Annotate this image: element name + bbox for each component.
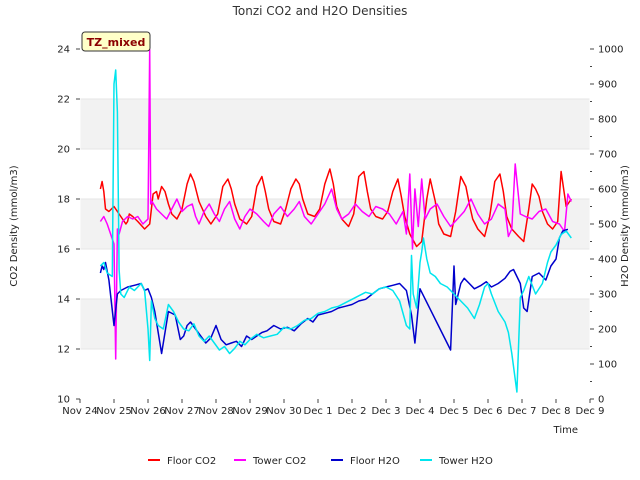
x-tick-label: Dec 9 — [576, 406, 605, 417]
y-right-tick-label: 800 — [598, 115, 617, 126]
x-tick-label: Nov 28 — [198, 406, 233, 417]
y-axis-left: 10 12 14 16 18 20 22 24 — [57, 45, 80, 406]
x-tick-label: Dec 2 — [338, 406, 367, 417]
chart-title: Tonzi CO2 and H2O Densities — [232, 4, 408, 18]
x-tick-label: Dec 7 — [508, 406, 537, 417]
background-band — [80, 349, 590, 399]
x-tick-label: Nov 24 — [62, 406, 97, 417]
x-axis-label: Time — [553, 425, 578, 436]
background-band — [80, 99, 590, 149]
x-tick-label: Dec 6 — [474, 406, 503, 417]
y-right-tick-label: 900 — [598, 80, 617, 91]
y-right-tick-label: 200 — [598, 325, 617, 336]
x-tick-label: Nov 25 — [96, 406, 131, 417]
y-right-tick-label: 500 — [598, 220, 617, 231]
y-right-tick-label: 300 — [598, 290, 617, 301]
x-tick-label: Dec 3 — [372, 406, 401, 417]
dataset-badge: TZ_mixed — [81, 31, 151, 52]
y-axis-left-label: CO2 Density (mmol/m3) — [9, 165, 20, 286]
series-line-floor-h2o — [99, 228, 569, 355]
x-tick-label: Dec 4 — [406, 406, 435, 417]
x-tick-label: Dec 5 — [440, 406, 469, 417]
x-tick-label: Nov 30 — [266, 406, 301, 417]
y-left-tick-label: 14 — [57, 295, 70, 306]
y-left-tick-label: 12 — [57, 345, 70, 356]
background-bands — [80, 48, 590, 400]
x-tick-label: Nov 27 — [164, 406, 199, 417]
y-left-tick-label: 18 — [57, 195, 70, 206]
legend: Floor CO2 Tower CO2 Floor H2O Tower H2O — [148, 456, 493, 467]
y-left-tick-label: 16 — [57, 245, 70, 256]
series-line-floor-co2 — [99, 168, 572, 248]
y-right-tick-label: 0 — [598, 395, 604, 406]
legend-label-floor-h2o: Floor H2O — [350, 456, 400, 467]
background-band — [80, 249, 590, 299]
background-band — [80, 49, 590, 99]
y-right-tick-label: 600 — [598, 185, 617, 196]
x-tick-label: Nov 26 — [130, 406, 165, 417]
x-tick-label: Dec 8 — [542, 406, 571, 417]
y-right-tick-label: 1000 — [598, 45, 623, 56]
badge-label: TZ_mixed — [87, 36, 146, 49]
x-tick-label: Dec 1 — [304, 406, 333, 417]
y-right-tick-label: 700 — [598, 150, 617, 161]
badge-box — [81, 31, 151, 52]
y-left-tick-label: 22 — [57, 95, 70, 106]
y-axis-right-label: H2O Density (mmol/m3) — [620, 165, 631, 287]
y-left-tick-label: 10 — [57, 395, 70, 406]
y-right-tick-label: 100 — [598, 360, 617, 371]
y-left-tick-label: 24 — [57, 45, 70, 56]
x-tick-label: Nov 29 — [232, 406, 267, 417]
series-line-tower-co2 — [99, 48, 572, 360]
series-line-tower-h2o — [99, 69, 572, 393]
series-layer — [99, 48, 572, 393]
legend-label-floor-co2: Floor CO2 — [167, 456, 216, 467]
y-left-tick-label: 20 — [57, 145, 70, 156]
legend-label-tower-h2o: Tower H2O — [438, 456, 493, 467]
y-axis-right: 0 100 200 300 400 500 600 700 800 900 1000 — [590, 45, 623, 406]
legend-label-tower-co2: Tower CO2 — [252, 456, 306, 467]
y-right-tick-label: 400 — [598, 255, 617, 266]
